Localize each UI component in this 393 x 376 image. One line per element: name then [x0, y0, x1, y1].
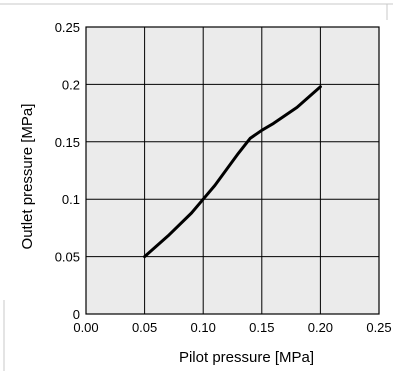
x-tick-label: 0.20	[308, 320, 333, 335]
x-tick-label: 0.25	[366, 320, 391, 335]
series-line	[143, 85, 322, 259]
y-tick-label: 0.25	[55, 20, 80, 35]
plot-background	[86, 27, 379, 314]
y-tick-label: 0.1	[62, 192, 80, 207]
x-tick-labels: 0.00 0.05 0.10 0.15 0.20 0.25	[73, 320, 391, 335]
x-tick-label: 0.15	[249, 320, 274, 335]
y-tick-label: 0.05	[55, 250, 80, 265]
x-axis-title: Pilot pressure [MPa]	[179, 349, 314, 366]
y-axis-title: Outlet pressure [MPa]	[19, 104, 36, 250]
x-tick-label: 0.10	[191, 320, 216, 335]
plot-border	[85, 26, 380, 315]
series-layer	[143, 85, 322, 259]
y-tick-label: 0.2	[62, 77, 80, 92]
y-tick-label: 0.15	[55, 135, 80, 150]
grid	[86, 27, 379, 314]
x-tick-label: 0.05	[132, 320, 157, 335]
y-tick-labels: 0 0.05 0.1 0.15 0.2 0.25	[55, 20, 80, 322]
y-tick-label: 0	[73, 307, 80, 322]
x-tick-label: 0.00	[73, 320, 98, 335]
